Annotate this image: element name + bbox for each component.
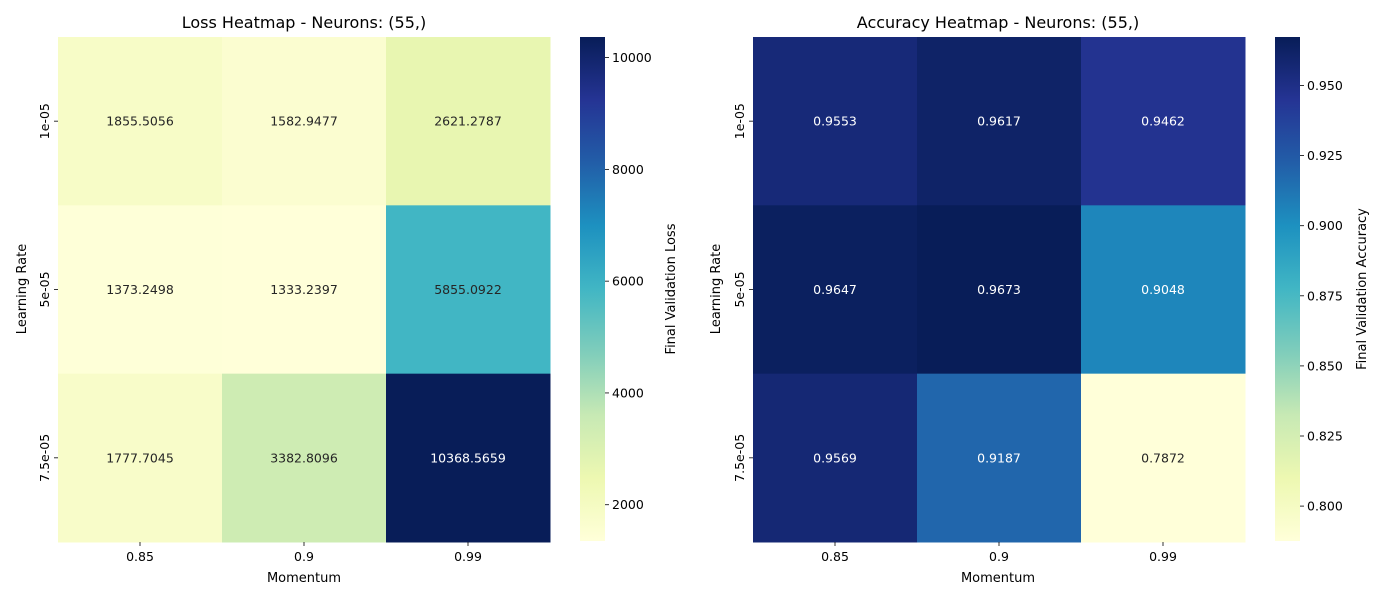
heatmap-cell bbox=[1081, 37, 1246, 206]
colorbar-tick-label: 8000 bbox=[612, 162, 644, 177]
accuracy-colorbar-label: Final Validation Accuracy bbox=[1355, 208, 1370, 370]
colorbar-tick-label: 0.825 bbox=[1307, 429, 1343, 444]
loss-heatmap-cells: 1855.5056 1582.9477 2621.2787 1373.2498 1333… bbox=[58, 37, 551, 543]
x-tick-label: 0.85 bbox=[126, 549, 154, 564]
cell-value-label: 0.9647 bbox=[813, 282, 857, 297]
heatmap-cell bbox=[222, 205, 387, 375]
loss-colorbar: 2000 4000 6000 8000 10000 Final Validation L… bbox=[580, 37, 679, 541]
cell-value-label: 0.9673 bbox=[977, 282, 1021, 297]
loss-x-axis-ticks: 0.85 0.9 0.99 bbox=[126, 541, 482, 564]
y-tick-label: 1e-05 bbox=[732, 103, 747, 139]
colorbar-tick-label: 0.875 bbox=[1307, 288, 1343, 303]
accuracy-y-axis-ticks: 1e-05 5e-05 7.5e-05 bbox=[732, 103, 753, 482]
heatmap-cell bbox=[917, 373, 1082, 543]
cell-value-label: 0.9462 bbox=[1141, 114, 1185, 129]
x-tick-label: 0.9 bbox=[294, 549, 314, 564]
colorbar-tick-label: 6000 bbox=[612, 274, 644, 289]
heatmap-cell bbox=[58, 37, 223, 206]
y-tick-label: 7.5e-05 bbox=[37, 434, 52, 482]
cell-value-label: 1855.5056 bbox=[106, 114, 174, 129]
cell-value-label: 1373.2498 bbox=[106, 282, 174, 297]
colorbar-tick-label: 0.850 bbox=[1307, 358, 1343, 373]
heatmap-cell bbox=[222, 37, 387, 206]
cell-value-label: 1582.9477 bbox=[270, 114, 338, 129]
x-tick-label: 0.85 bbox=[821, 549, 849, 564]
heatmap-cell bbox=[917, 205, 1082, 375]
cell-value-label: 10368.5659 bbox=[430, 450, 506, 465]
colorbar-tick-label: 0.900 bbox=[1307, 218, 1343, 233]
heatmap-cell bbox=[753, 373, 918, 543]
x-tick-label: 0.99 bbox=[1149, 549, 1177, 564]
colorbar-tick-label: 2000 bbox=[612, 497, 644, 512]
heatmap-cell bbox=[386, 373, 551, 543]
cell-value-label: 5855.0922 bbox=[434, 282, 502, 297]
loss-colorbar-ticks: 2000 4000 6000 8000 10000 bbox=[605, 50, 652, 512]
cell-value-label: 0.7872 bbox=[1141, 450, 1185, 465]
colorbar-tick-label: 4000 bbox=[612, 385, 644, 400]
cell-value-label: 0.9553 bbox=[813, 114, 857, 129]
loss-heatmap-title: Loss Heatmap - Neurons: (55,) bbox=[182, 13, 426, 32]
loss-y-axis-label: Learning Rate bbox=[15, 244, 30, 334]
loss-y-axis-ticks: 1e-05 5e-05 7.5e-05 bbox=[37, 103, 58, 482]
colorbar-tick-label: 0.950 bbox=[1307, 78, 1343, 93]
loss-heatmap-panel: Loss Heatmap - Neurons: (55,) 1855.5056 1… bbox=[15, 13, 679, 586]
heatmap-cell bbox=[753, 37, 918, 206]
accuracy-colorbar: 0.800 0.825 0.850 0.875 0.900 0.925 0.950 Fina… bbox=[1275, 37, 1370, 541]
colorbar-tick-label: 10000 bbox=[612, 50, 652, 65]
heatmap-cell bbox=[58, 205, 223, 375]
heatmap-cell bbox=[386, 37, 551, 206]
accuracy-heatmap-title: Accuracy Heatmap - Neurons: (55,) bbox=[857, 13, 1139, 32]
cell-value-label: 1777.7045 bbox=[106, 450, 174, 465]
cell-value-label: 1333.2397 bbox=[270, 282, 338, 297]
accuracy-colorbar-ticks: 0.800 0.825 0.850 0.875 0.900 0.925 0.950 bbox=[1300, 78, 1343, 514]
x-tick-label: 0.99 bbox=[454, 549, 482, 564]
heatmap-cell bbox=[386, 205, 551, 375]
heatmap-cell bbox=[58, 373, 223, 543]
cell-value-label: 3382.8096 bbox=[270, 450, 338, 465]
cell-value-label: 0.9617 bbox=[977, 114, 1021, 129]
accuracy-heatmap-panel: Accuracy Heatmap - Neurons: (55,) 0.9553… bbox=[709, 13, 1370, 586]
cell-value-label: 2621.2787 bbox=[434, 114, 502, 129]
heatmap-cell bbox=[753, 205, 918, 375]
accuracy-x-axis-label: Momentum bbox=[961, 571, 1035, 586]
heatmap-cell bbox=[1081, 205, 1246, 375]
y-tick-label: 5e-05 bbox=[732, 271, 747, 307]
loss-x-axis-label: Momentum bbox=[267, 571, 341, 586]
heatmap-cell bbox=[222, 373, 387, 543]
accuracy-heatmap-cells: 0.9553 0.9617 0.9462 0.9647 0.9673 0.9048 0.95… bbox=[753, 37, 1246, 543]
colorbar-tick-label: 0.925 bbox=[1307, 148, 1343, 163]
accuracy-x-axis-ticks: 0.85 0.9 0.99 bbox=[821, 541, 1177, 564]
accuracy-y-axis-label: Learning Rate bbox=[709, 244, 724, 334]
y-tick-label: 5e-05 bbox=[37, 271, 52, 307]
y-tick-label: 7.5e-05 bbox=[732, 434, 747, 482]
heatmap-cell bbox=[1081, 373, 1246, 543]
x-tick-label: 0.9 bbox=[989, 549, 1009, 564]
colorbar-tick-label: 0.800 bbox=[1307, 499, 1343, 514]
cell-value-label: 0.9048 bbox=[1141, 282, 1185, 297]
cell-value-label: 0.9187 bbox=[977, 450, 1021, 465]
cell-value-label: 0.9569 bbox=[813, 450, 857, 465]
accuracy-colorbar-gradient bbox=[1275, 37, 1300, 541]
loss-colorbar-gradient bbox=[580, 37, 605, 541]
y-tick-label: 1e-05 bbox=[37, 103, 52, 139]
heatmap-cell bbox=[917, 37, 1082, 206]
loss-colorbar-label: Final Validation Loss bbox=[664, 223, 679, 354]
